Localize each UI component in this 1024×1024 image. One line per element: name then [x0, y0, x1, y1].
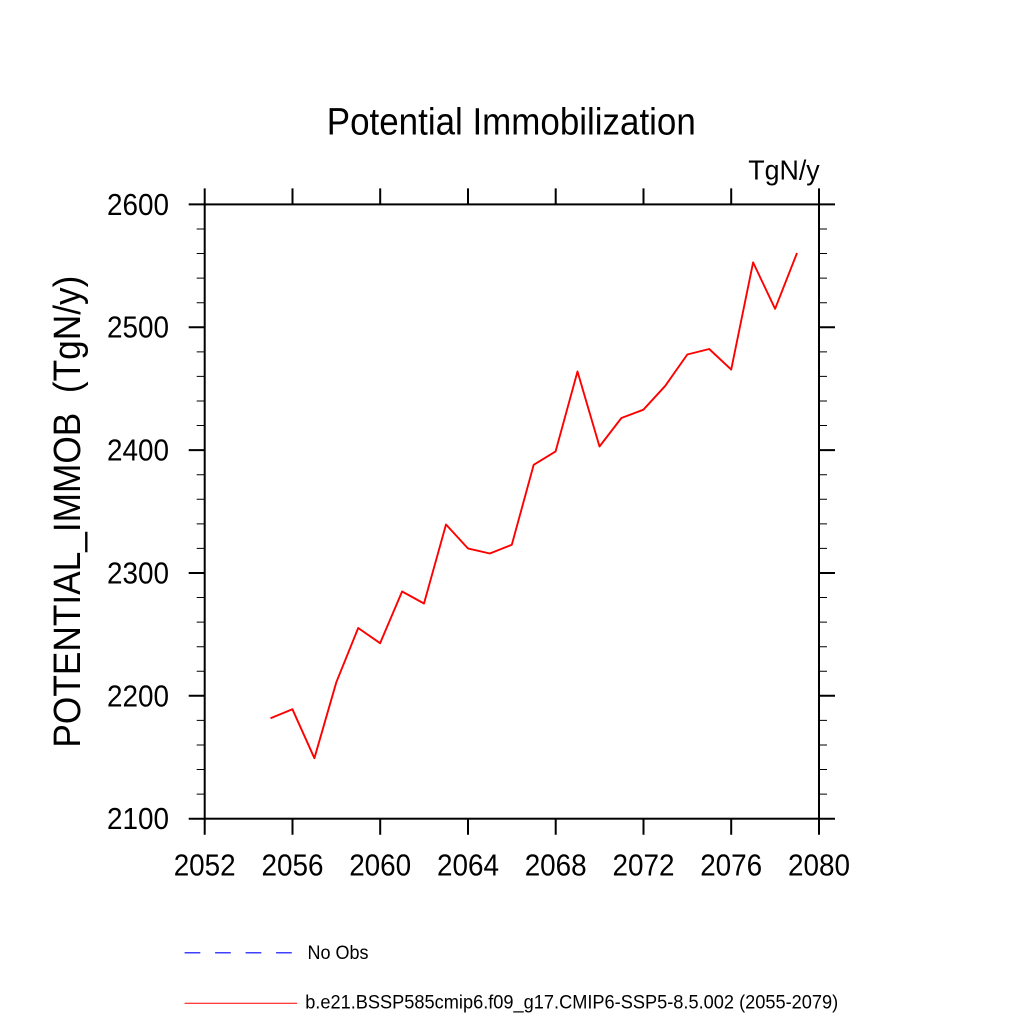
svg-text:b.e21.BSSP585cmip6.f09_g17.CMI: b.e21.BSSP585cmip6.f09_g17.CMIP6-SSP5-8.…: [305, 993, 838, 1014]
svg-text:TgN/y: TgN/y: [748, 155, 820, 186]
svg-text:2300: 2300: [107, 556, 169, 590]
svg-text:POTENTIAL_IMMOB (TgN/y): POTENTIAL_IMMOB (TgN/y): [47, 276, 89, 748]
svg-text:2076: 2076: [700, 849, 762, 883]
svg-text:2056: 2056: [262, 849, 324, 883]
svg-text:No Obs: No Obs: [308, 942, 369, 964]
svg-text:2500: 2500: [107, 311, 169, 345]
svg-text:2200: 2200: [107, 679, 169, 713]
svg-text:2060: 2060: [349, 849, 411, 883]
svg-text:2400: 2400: [107, 434, 169, 468]
svg-text:2600: 2600: [107, 188, 169, 222]
svg-text:2052: 2052: [174, 849, 236, 883]
svg-text:2100: 2100: [107, 802, 169, 836]
svg-text:2080: 2080: [788, 849, 850, 883]
svg-text:2068: 2068: [525, 849, 587, 883]
svg-text:2064: 2064: [437, 849, 499, 883]
svg-text:Potential Immobilization: Potential Immobilization: [327, 102, 696, 144]
svg-text:2072: 2072: [613, 849, 675, 883]
